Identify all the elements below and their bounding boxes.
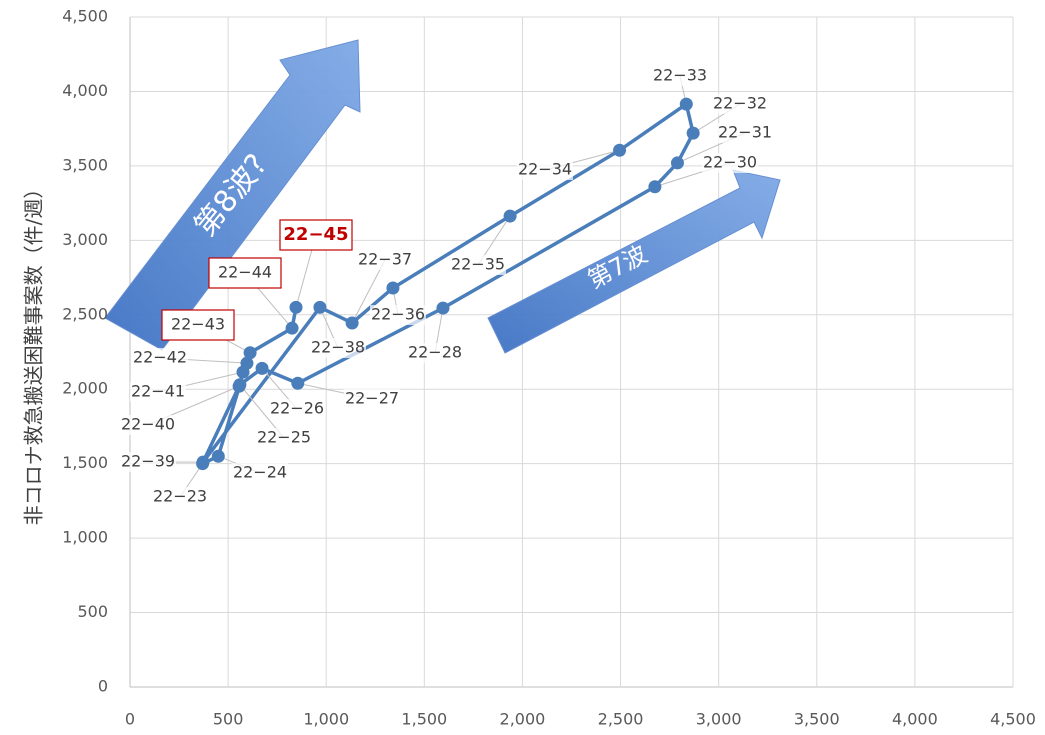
point-label: 22−42	[133, 348, 187, 367]
point-label: 22−37	[358, 250, 412, 269]
point-label: 22−33	[653, 66, 707, 85]
y-tick-label: 1,500	[62, 453, 108, 472]
point-label: 22−24	[233, 463, 287, 482]
data-point	[233, 380, 246, 393]
data-point	[386, 281, 399, 294]
x-tick-label: 1,500	[401, 710, 447, 729]
point-label: 22−43	[171, 315, 225, 334]
data-point	[290, 301, 303, 314]
point-label: 22−36	[371, 305, 425, 324]
x-tick-label: 1,000	[303, 710, 349, 729]
x-tick-label: 4,000	[892, 710, 938, 729]
point-label: 22−45	[283, 224, 348, 245]
y-tick-label: 3,500	[62, 155, 108, 174]
point-label: 22−31	[718, 123, 772, 142]
x-tick-label: 2,500	[598, 710, 644, 729]
point-label: 22−40	[121, 415, 175, 434]
point-label: 22−28	[408, 343, 462, 362]
point-label: 22−26	[270, 399, 324, 418]
data-point	[346, 316, 359, 329]
point-label: 22−25	[257, 428, 311, 447]
point-label: 22−34	[518, 160, 572, 179]
x-tick-label: 0	[125, 710, 135, 729]
point-label: 22−32	[713, 94, 767, 113]
data-point	[286, 322, 299, 335]
data-point	[671, 156, 684, 169]
data-point	[291, 377, 304, 390]
y-tick-label: 4,000	[62, 81, 108, 100]
data-point	[196, 456, 209, 469]
data-point	[613, 144, 626, 157]
y-tick-label: 1,000	[62, 528, 108, 547]
data-point	[687, 127, 700, 140]
data-point	[504, 210, 517, 223]
point-label: 22−39	[121, 452, 175, 471]
point-label: 22−27	[345, 389, 399, 408]
y-tick-label: 4,500	[62, 7, 108, 26]
x-tick-label: 2,000	[500, 710, 546, 729]
y-tick-label: 2,500	[62, 304, 108, 323]
y-tick-label: 0	[98, 677, 108, 696]
data-point	[313, 301, 326, 314]
point-label: 22−38	[311, 338, 365, 357]
y-tick-label: 3,000	[62, 230, 108, 249]
point-label: 22−23	[153, 487, 207, 506]
point-label: 22−44	[218, 263, 272, 282]
y-axis-label: 非コロナ救急搬送困難事案数（件/週）	[22, 179, 46, 526]
point-label: 22−41	[131, 382, 185, 401]
data-point	[680, 98, 693, 111]
data-point	[212, 450, 225, 463]
x-tick-label: 500	[213, 710, 244, 729]
x-tick-label: 3,500	[794, 710, 840, 729]
y-tick-label: 2,000	[62, 379, 108, 398]
point-label: 22−30	[703, 153, 757, 172]
data-point	[244, 346, 257, 359]
x-tick-label: 4,500	[990, 710, 1036, 729]
data-point	[436, 302, 449, 315]
point-label: 22−35	[451, 255, 505, 274]
x-tick-label: 3,000	[696, 710, 742, 729]
data-point	[256, 362, 269, 375]
data-point	[648, 180, 661, 193]
y-tick-label: 500	[77, 602, 108, 621]
